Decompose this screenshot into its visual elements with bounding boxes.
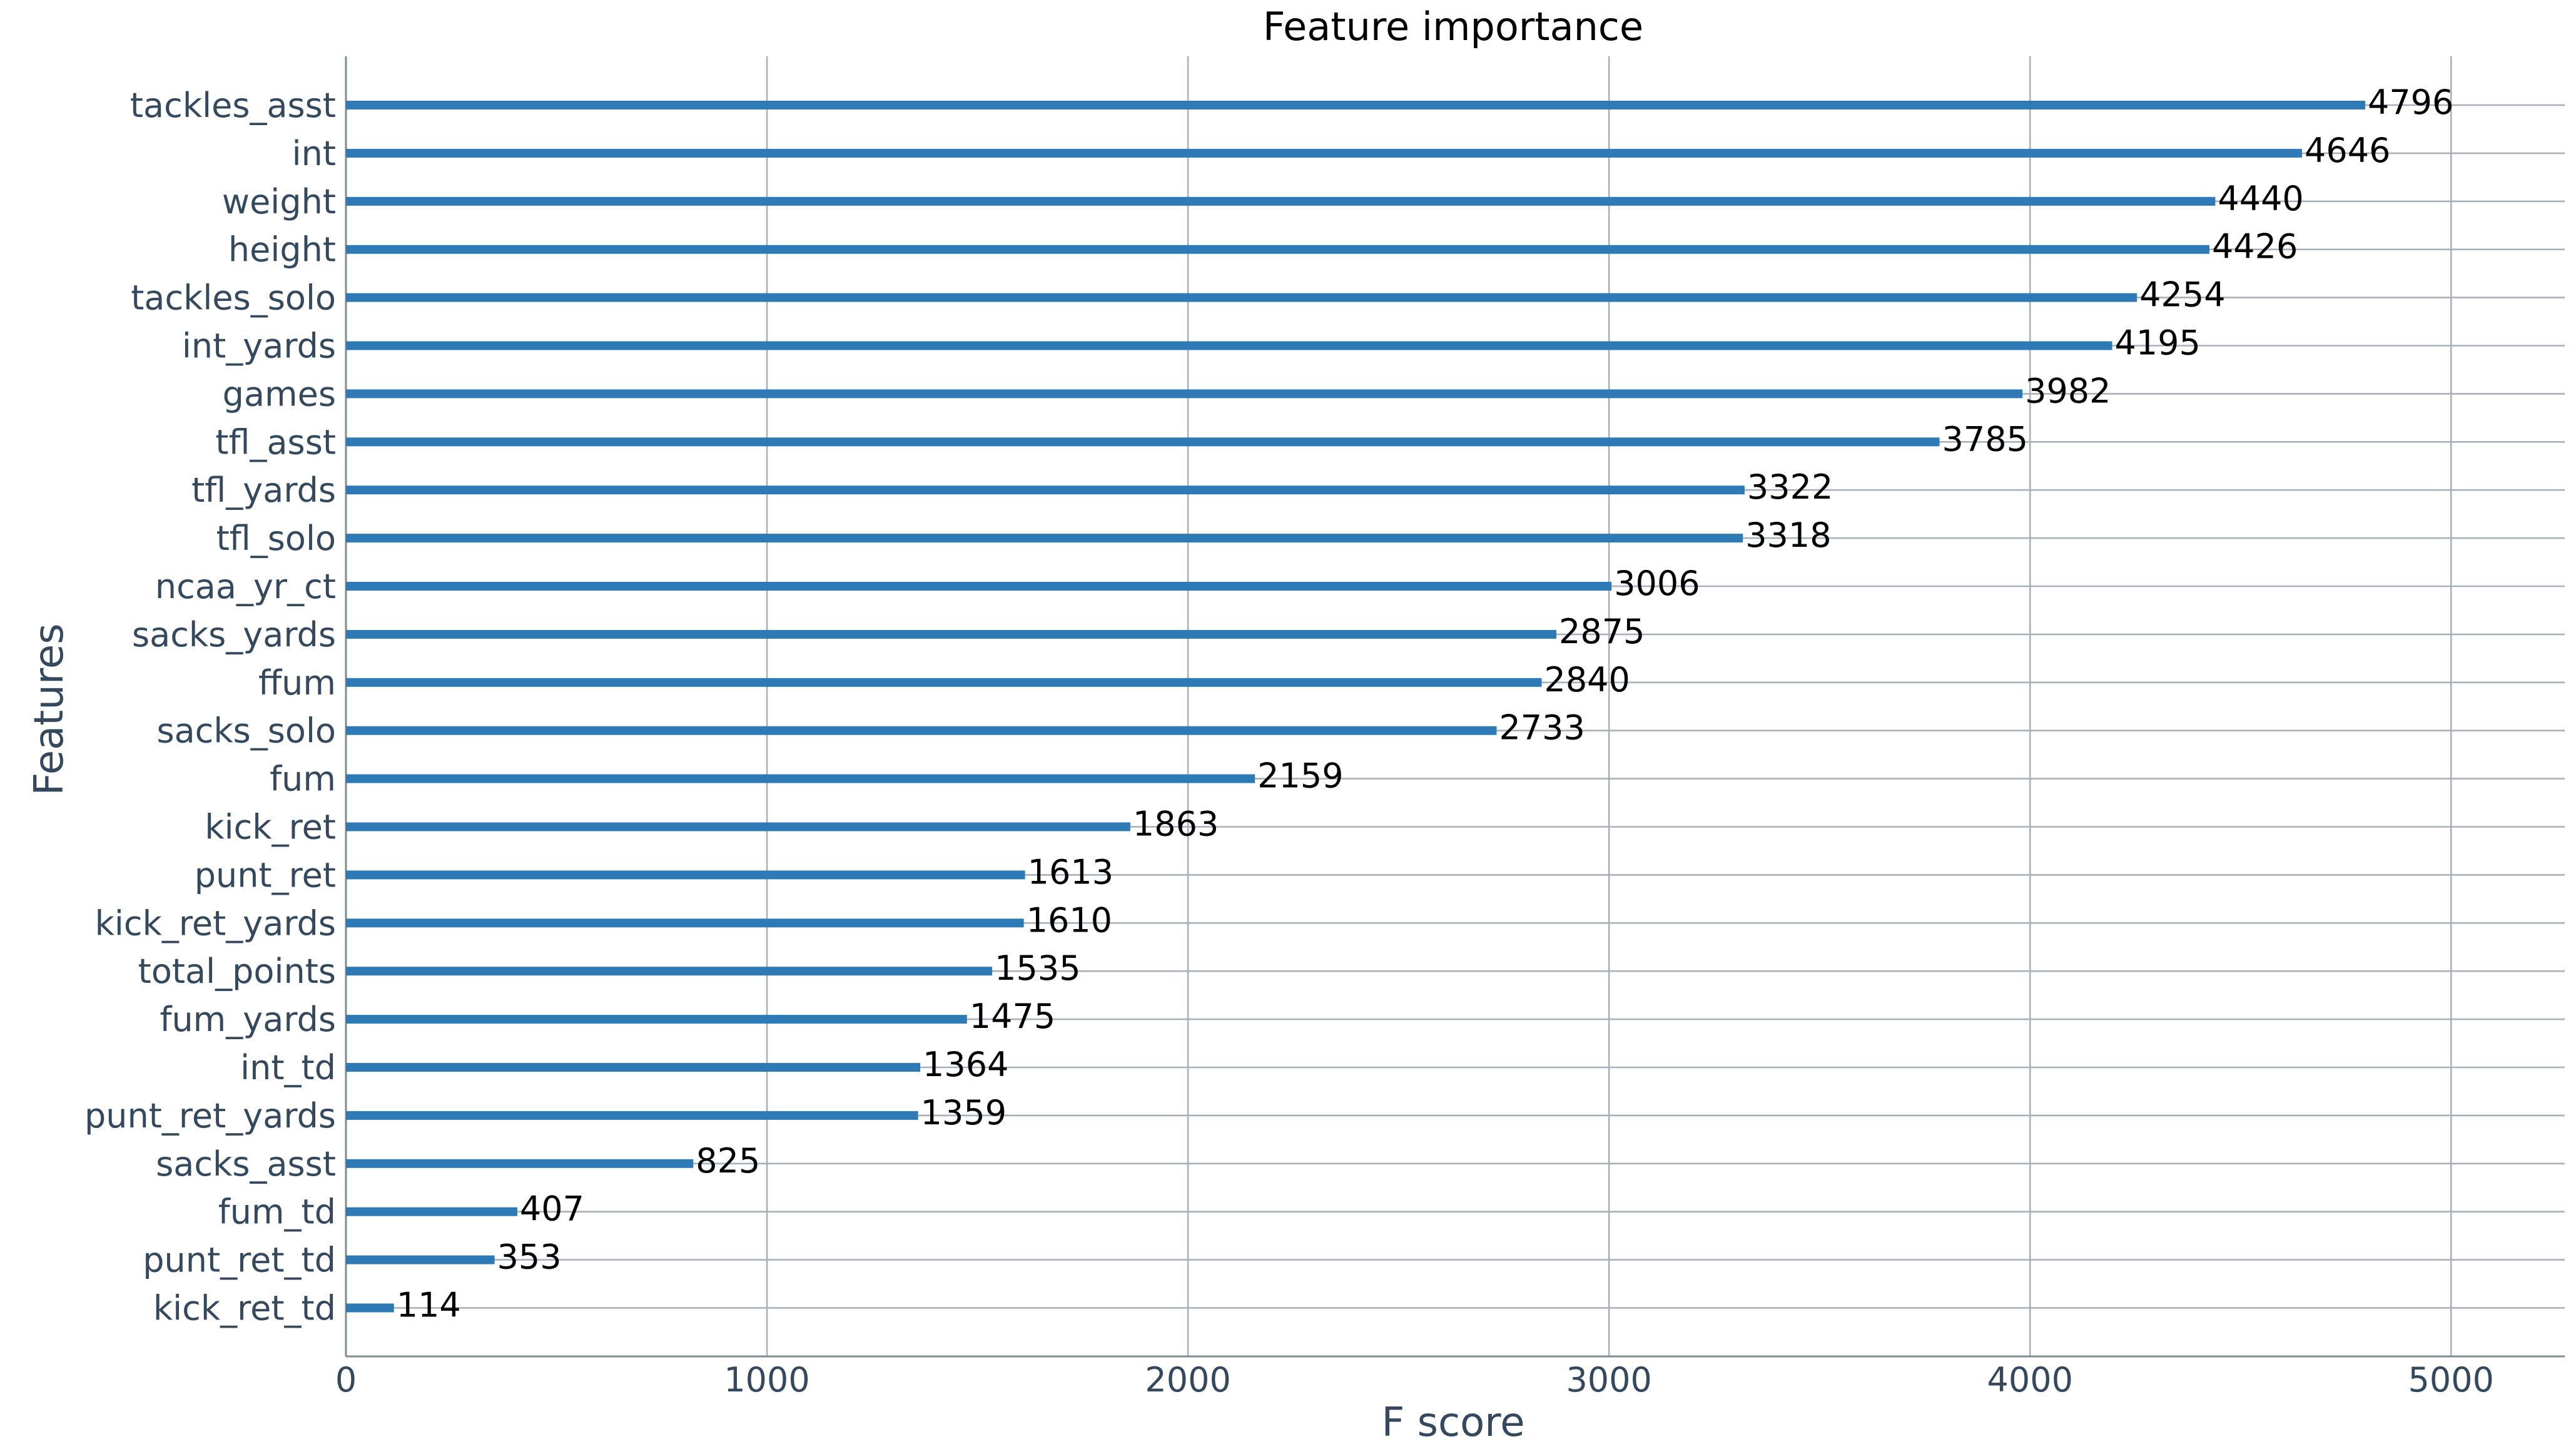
bar-fum_td: [346, 1207, 517, 1216]
value-label-tfl_yards: 3322: [1747, 467, 1833, 507]
y-tick-label-ffum: ffum: [258, 663, 336, 703]
bar-weight: [346, 196, 2216, 206]
y-tick-label-kick_ret_yards: kick_ret_yards: [95, 903, 336, 943]
y-tick-label-sacks_solo: sacks_solo: [156, 711, 336, 751]
value-label-weight: 4440: [2218, 179, 2303, 218]
y-tick-label-tfl_yards: tfl_yards: [191, 470, 336, 510]
y-tick-label-weight: weight: [222, 182, 336, 221]
y-tick-label-fum_yards: fum_yards: [160, 1000, 336, 1039]
x-tick-label: 5000: [2408, 1360, 2494, 1400]
y-tick-label-sacks_yards: sacks_yards: [132, 615, 336, 654]
bar-punt_ret: [346, 870, 1025, 880]
y-tick-label-tackles_solo: tackles_solo: [131, 278, 336, 318]
value-label-tfl_asst: 3785: [1942, 419, 2028, 459]
value-label-ncaa_yr_ct: 3006: [1614, 564, 1700, 603]
bar-fum: [346, 774, 1255, 783]
value-label-sacks_asst: 825: [696, 1141, 760, 1181]
y-tick-label-kick_ret_td: kick_ret_td: [153, 1289, 336, 1328]
bar-sacks_solo: [346, 726, 1497, 735]
y-tick-label-int: int: [292, 134, 336, 173]
bar-tfl_yards: [346, 486, 1745, 495]
y-tick-label-total_points: total_points: [138, 952, 336, 991]
x-tick-label: 3000: [1566, 1360, 1651, 1400]
bar-tackles_solo: [346, 293, 2137, 302]
bar-kick_ret_yards: [346, 918, 1024, 928]
bar-fum_yards: [346, 1015, 967, 1024]
y-tick-label-punt_ret_td: punt_ret_td: [143, 1241, 336, 1280]
y-tick-label-punt_ret_yards: punt_ret_yards: [84, 1096, 336, 1136]
value-label-kick_ret_td: 114: [397, 1286, 461, 1325]
value-label-height: 4426: [2212, 227, 2298, 267]
bar-int: [346, 148, 2303, 158]
x-tick-label: 0: [335, 1360, 357, 1400]
y-tick-label-kick_ret: kick_ret: [205, 808, 336, 847]
value-label-punt_ret_yards: 1359: [921, 1093, 1007, 1132]
value-label-fum: 2159: [1257, 756, 1343, 796]
bar-ffum: [346, 678, 1542, 687]
y-tick-label-punt_ret: punt_ret: [195, 855, 336, 895]
x-tick-labels: 0 1000 2000 3000 4000 5000: [335, 1360, 2494, 1400]
x-tick-label: 4000: [1987, 1360, 2073, 1400]
bar-tfl_solo: [346, 534, 1743, 543]
bar-punt_ret_yards: [346, 1111, 918, 1120]
y-tick-label-int_td: int_td: [240, 1048, 336, 1087]
x-axis-label: F score: [1381, 1400, 1524, 1446]
y-tick-label-games: games: [223, 374, 336, 414]
value-label-int_td: 1364: [923, 1045, 1008, 1084]
y-tick-label-fum: fum: [270, 760, 336, 799]
bar-int_yards: [346, 341, 2112, 350]
bar-tackles_asst: [346, 101, 2365, 109]
y-tick-label-tackles_asst: tackles_asst: [130, 86, 336, 125]
y-tick-label-sacks_asst: sacks_asst: [156, 1144, 336, 1184]
value-label-sacks_yards: 2875: [1559, 612, 1645, 651]
value-label-fum_td: 407: [520, 1189, 584, 1229]
value-label-int_yards: 4195: [2114, 323, 2200, 363]
x-tick-label: 1000: [724, 1360, 809, 1400]
bar-height: [346, 245, 2209, 254]
bar-sacks_asst: [346, 1159, 694, 1168]
x-tick-label: 2000: [1145, 1360, 1230, 1400]
axis-spines: [345, 56, 2565, 1358]
y-tick-label-ncaa_yr_ct: ncaa_yr_ct: [155, 567, 336, 606]
bar-games: [346, 389, 2023, 399]
y-tick-label-height: height: [228, 230, 336, 270]
bar-punt_ret_td: [346, 1255, 495, 1264]
value-label-tackles_asst: 4796: [2368, 83, 2453, 122]
bar-kick_ret: [346, 822, 1130, 831]
value-label-games: 3982: [2025, 371, 2111, 410]
bar-total_points: [346, 967, 993, 976]
value-label-kick_ret: 1863: [1133, 805, 1219, 844]
value-label-tackles_solo: 4254: [2139, 275, 2225, 315]
y-tick-label-tfl_asst: tfl_asst: [215, 422, 336, 462]
value-label-tfl_solo: 3318: [1745, 516, 1831, 555]
y-tick-label-fum_td: fum_td: [218, 1192, 336, 1232]
value-label-punt_ret_td: 353: [497, 1238, 562, 1277]
value-label-punt_ret: 1613: [1028, 852, 1113, 892]
y-tick-label-int_yards: int_yards: [182, 327, 336, 366]
bar-tfl_asst: [346, 437, 1940, 447]
value-label-int: 4646: [2305, 131, 2390, 170]
value-label-sacks_solo: 2733: [1499, 708, 1585, 748]
y-axis-label: Features: [26, 623, 73, 795]
value-label-kick_ret_yards: 1610: [1027, 900, 1112, 940]
value-label-total_points: 1535: [995, 948, 1080, 988]
bar-kick_ret_td: [346, 1303, 394, 1313]
bar-int_td: [346, 1063, 921, 1072]
bar-ncaa_yr_ct: [346, 582, 1612, 591]
value-label-ffum: 2840: [1544, 660, 1630, 699]
bar-sacks_yards: [346, 629, 1557, 639]
value-label-fum_yards: 1475: [970, 997, 1055, 1036]
chart-title: Feature importance: [1263, 4, 1643, 49]
y-tick-label-tfl_solo: tfl_solo: [216, 519, 336, 558]
bars: [346, 101, 2365, 1313]
